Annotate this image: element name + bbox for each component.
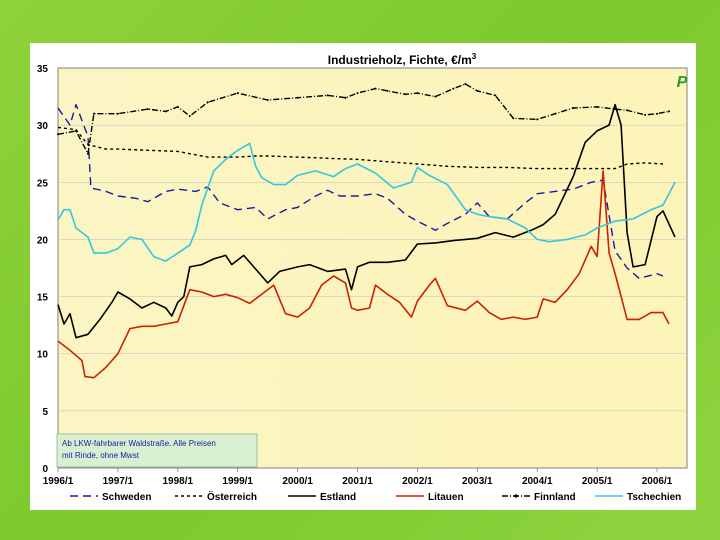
x-tick-label: 2002/1	[402, 476, 433, 487]
series-marker	[116, 112, 119, 115]
series-marker	[476, 89, 479, 92]
series-line-estland	[57, 103, 676, 339]
series-marker	[236, 92, 239, 95]
series-marker	[326, 94, 329, 97]
plot-area	[57, 67, 688, 469]
series-marker	[74, 129, 77, 132]
series-marker	[572, 107, 575, 109]
x-tick-label: 2004/1	[522, 476, 553, 487]
series-marker	[92, 112, 95, 115]
series-marker	[386, 89, 389, 92]
series-marker	[374, 87, 377, 90]
series-marker	[464, 83, 467, 85]
legend-label: Estland	[320, 492, 356, 503]
x-tick-label: 1996/1	[43, 476, 74, 487]
series-marker	[434, 95, 437, 98]
series-marker	[146, 108, 149, 111]
chart-title: Industrieholz, Fichte, €/m3	[328, 52, 477, 67]
y-tick-label: 20	[37, 235, 49, 246]
y-tick-label: 5	[42, 407, 48, 418]
series-marker	[86, 152, 89, 155]
legend-label: Litauen	[428, 492, 464, 503]
legend-label: Schweden	[102, 492, 151, 503]
series-marker	[176, 105, 179, 108]
x-tick-label: 2000/1	[282, 476, 313, 487]
series-marker	[452, 87, 455, 90]
y-tick-label: 35	[37, 64, 49, 75]
chart-title-sup: 3	[472, 52, 477, 61]
series-marker	[206, 101, 209, 104]
x-tick-label: 2003/1	[462, 476, 493, 487]
series-marker	[404, 93, 407, 96]
logo-mark: P	[677, 74, 688, 91]
series-marker	[536, 118, 539, 121]
series-marker	[494, 94, 497, 97]
series-marker	[626, 109, 629, 112]
series-marker	[656, 112, 659, 115]
annotation-box: Ab LKW-fahrbarer Waldstraße. Alle Preise…	[56, 433, 258, 468]
x-tick-label: 1999/1	[222, 476, 253, 487]
x-tick-label: 2006/1	[642, 476, 673, 487]
series-line-litauen	[57, 170, 670, 379]
legend-marker	[514, 494, 518, 498]
legend-label: Österreich	[207, 490, 257, 503]
series-marker	[512, 117, 515, 120]
series-marker	[344, 96, 347, 99]
legend-label: Tschechien	[627, 492, 681, 503]
annotation-line-1: Ab LKW-fahrbarer Waldstraße. Alle Preise…	[62, 439, 216, 448]
series-marker	[296, 96, 299, 99]
annotation-line-2: mit Rinde, ohne Mwst	[62, 451, 140, 460]
series-marker	[596, 105, 599, 108]
series-marker	[164, 110, 167, 113]
y-axis: 0 5 10 15 20 25 30 35	[37, 64, 49, 475]
x-tick-label: 1997/1	[103, 476, 134, 487]
x-tick-label: 2001/1	[342, 476, 373, 487]
series-marker	[188, 115, 191, 117]
y-tick-label: 0	[42, 464, 48, 475]
y-tick-label: 10	[37, 350, 49, 361]
chart-title-main: Industrieholz, Fichte, €/m	[328, 53, 472, 67]
series-marker	[416, 92, 419, 95]
series-marker	[668, 110, 671, 113]
chart-frame: 0 5 10 15 20 25 30 35 1996/1 1997/1 1998/1 1999/1 2…	[30, 43, 696, 510]
x-tick-label: 1998/1	[163, 476, 194, 487]
line-chart: 0 5 10 15 20 25 30 35 1996/1 1997/1 1998/1 1999/1 2…	[37, 52, 688, 503]
series-layer	[57, 83, 676, 379]
series-marker	[356, 92, 359, 95]
x-axis: 1996/1 1997/1 1998/1 1999/1 2000/1 2001/1 2002…	[43, 468, 673, 487]
legend: Schweden Österreich Estland Litauen Finnland…	[70, 490, 681, 503]
y-tick-label: 15	[37, 293, 49, 304]
legend-label: Finnland	[534, 492, 576, 503]
series-marker	[266, 99, 269, 101]
series-line-schweden	[57, 103, 664, 279]
y-tick-label: 30	[37, 121, 49, 132]
series-marker	[554, 112, 557, 115]
y-tick-label: 25	[37, 178, 49, 189]
logo: P	[677, 74, 688, 91]
series-marker	[57, 133, 59, 136]
x-tick-label: 2005/1	[582, 476, 613, 487]
series-line-sterreich	[57, 126, 664, 170]
series-marker	[614, 108, 617, 111]
series-line-tschechien	[57, 142, 676, 262]
series-marker	[644, 113, 647, 116]
